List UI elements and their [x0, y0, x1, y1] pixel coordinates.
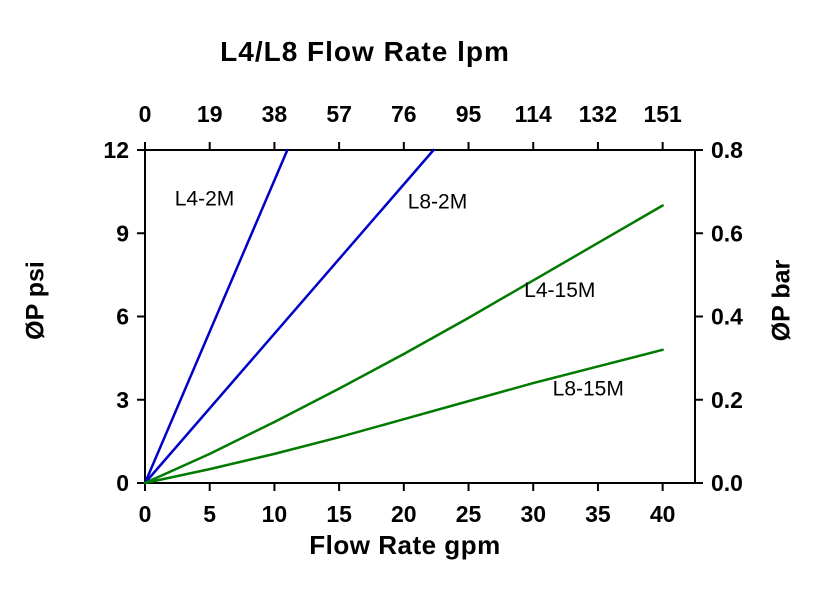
y-left-tick-label: 0 [116, 470, 129, 496]
y-right-tick-label: 0.4 [711, 304, 743, 330]
y-left-tick-label: 3 [116, 387, 129, 413]
x-top-tick-label: 114 [515, 101, 552, 127]
series-label-L8-15M: L8-15M [553, 378, 624, 401]
x-top-tick-label: 151 [643, 101, 682, 127]
x-bottom-tick-label: 0 [139, 501, 152, 527]
y-right-tick-label: 0.8 [711, 137, 743, 163]
y-left-tick-label: 12 [103, 137, 129, 163]
x-top-tick-label: 76 [391, 101, 417, 127]
x-bottom-tick-label: 40 [650, 501, 676, 527]
x-top-tick-label: 95 [456, 101, 482, 127]
x-bottom-tick-label: 25 [456, 501, 482, 527]
x-top-tick-label: 57 [326, 101, 352, 127]
x-top-tick-label: 38 [262, 101, 288, 127]
series-label-L4-15M: L4-15M [524, 279, 595, 302]
x-bottom-tick-label: 20 [391, 501, 417, 527]
x-top-tick-label: 132 [579, 101, 617, 127]
series-line-L4-2M [143, 148, 289, 485]
bottom-axis-title: Flow Rate gpm [309, 530, 501, 560]
y-left-tick-label: 6 [116, 304, 129, 330]
x-top-tick-label: 19 [197, 101, 223, 127]
series-line-L4-15M [143, 204, 664, 485]
x-bottom-tick-label: 10 [262, 501, 288, 527]
series-line-L8-2M [143, 148, 435, 485]
x-bottom-tick-label: 5 [203, 501, 216, 527]
series-label-L4-2M: L4-2M [175, 188, 235, 211]
y-right-tick-label: 0.0 [711, 470, 743, 496]
series-line-L8-15M [143, 348, 664, 485]
y-right-tick-label: 0.2 [711, 387, 743, 413]
top-axis-title: L4/L8 Flow Rate lpm [220, 36, 510, 67]
x-top-tick-label: 0 [139, 101, 152, 127]
x-bottom-tick-label: 30 [520, 501, 546, 527]
y-left-tick-label: 9 [116, 220, 129, 246]
x-bottom-tick-label: 15 [326, 501, 352, 527]
series-label-L8-2M: L8-2M [408, 190, 468, 213]
y-right-tick-label: 0.6 [711, 220, 743, 246]
x-bottom-tick-label: 35 [585, 501, 611, 527]
